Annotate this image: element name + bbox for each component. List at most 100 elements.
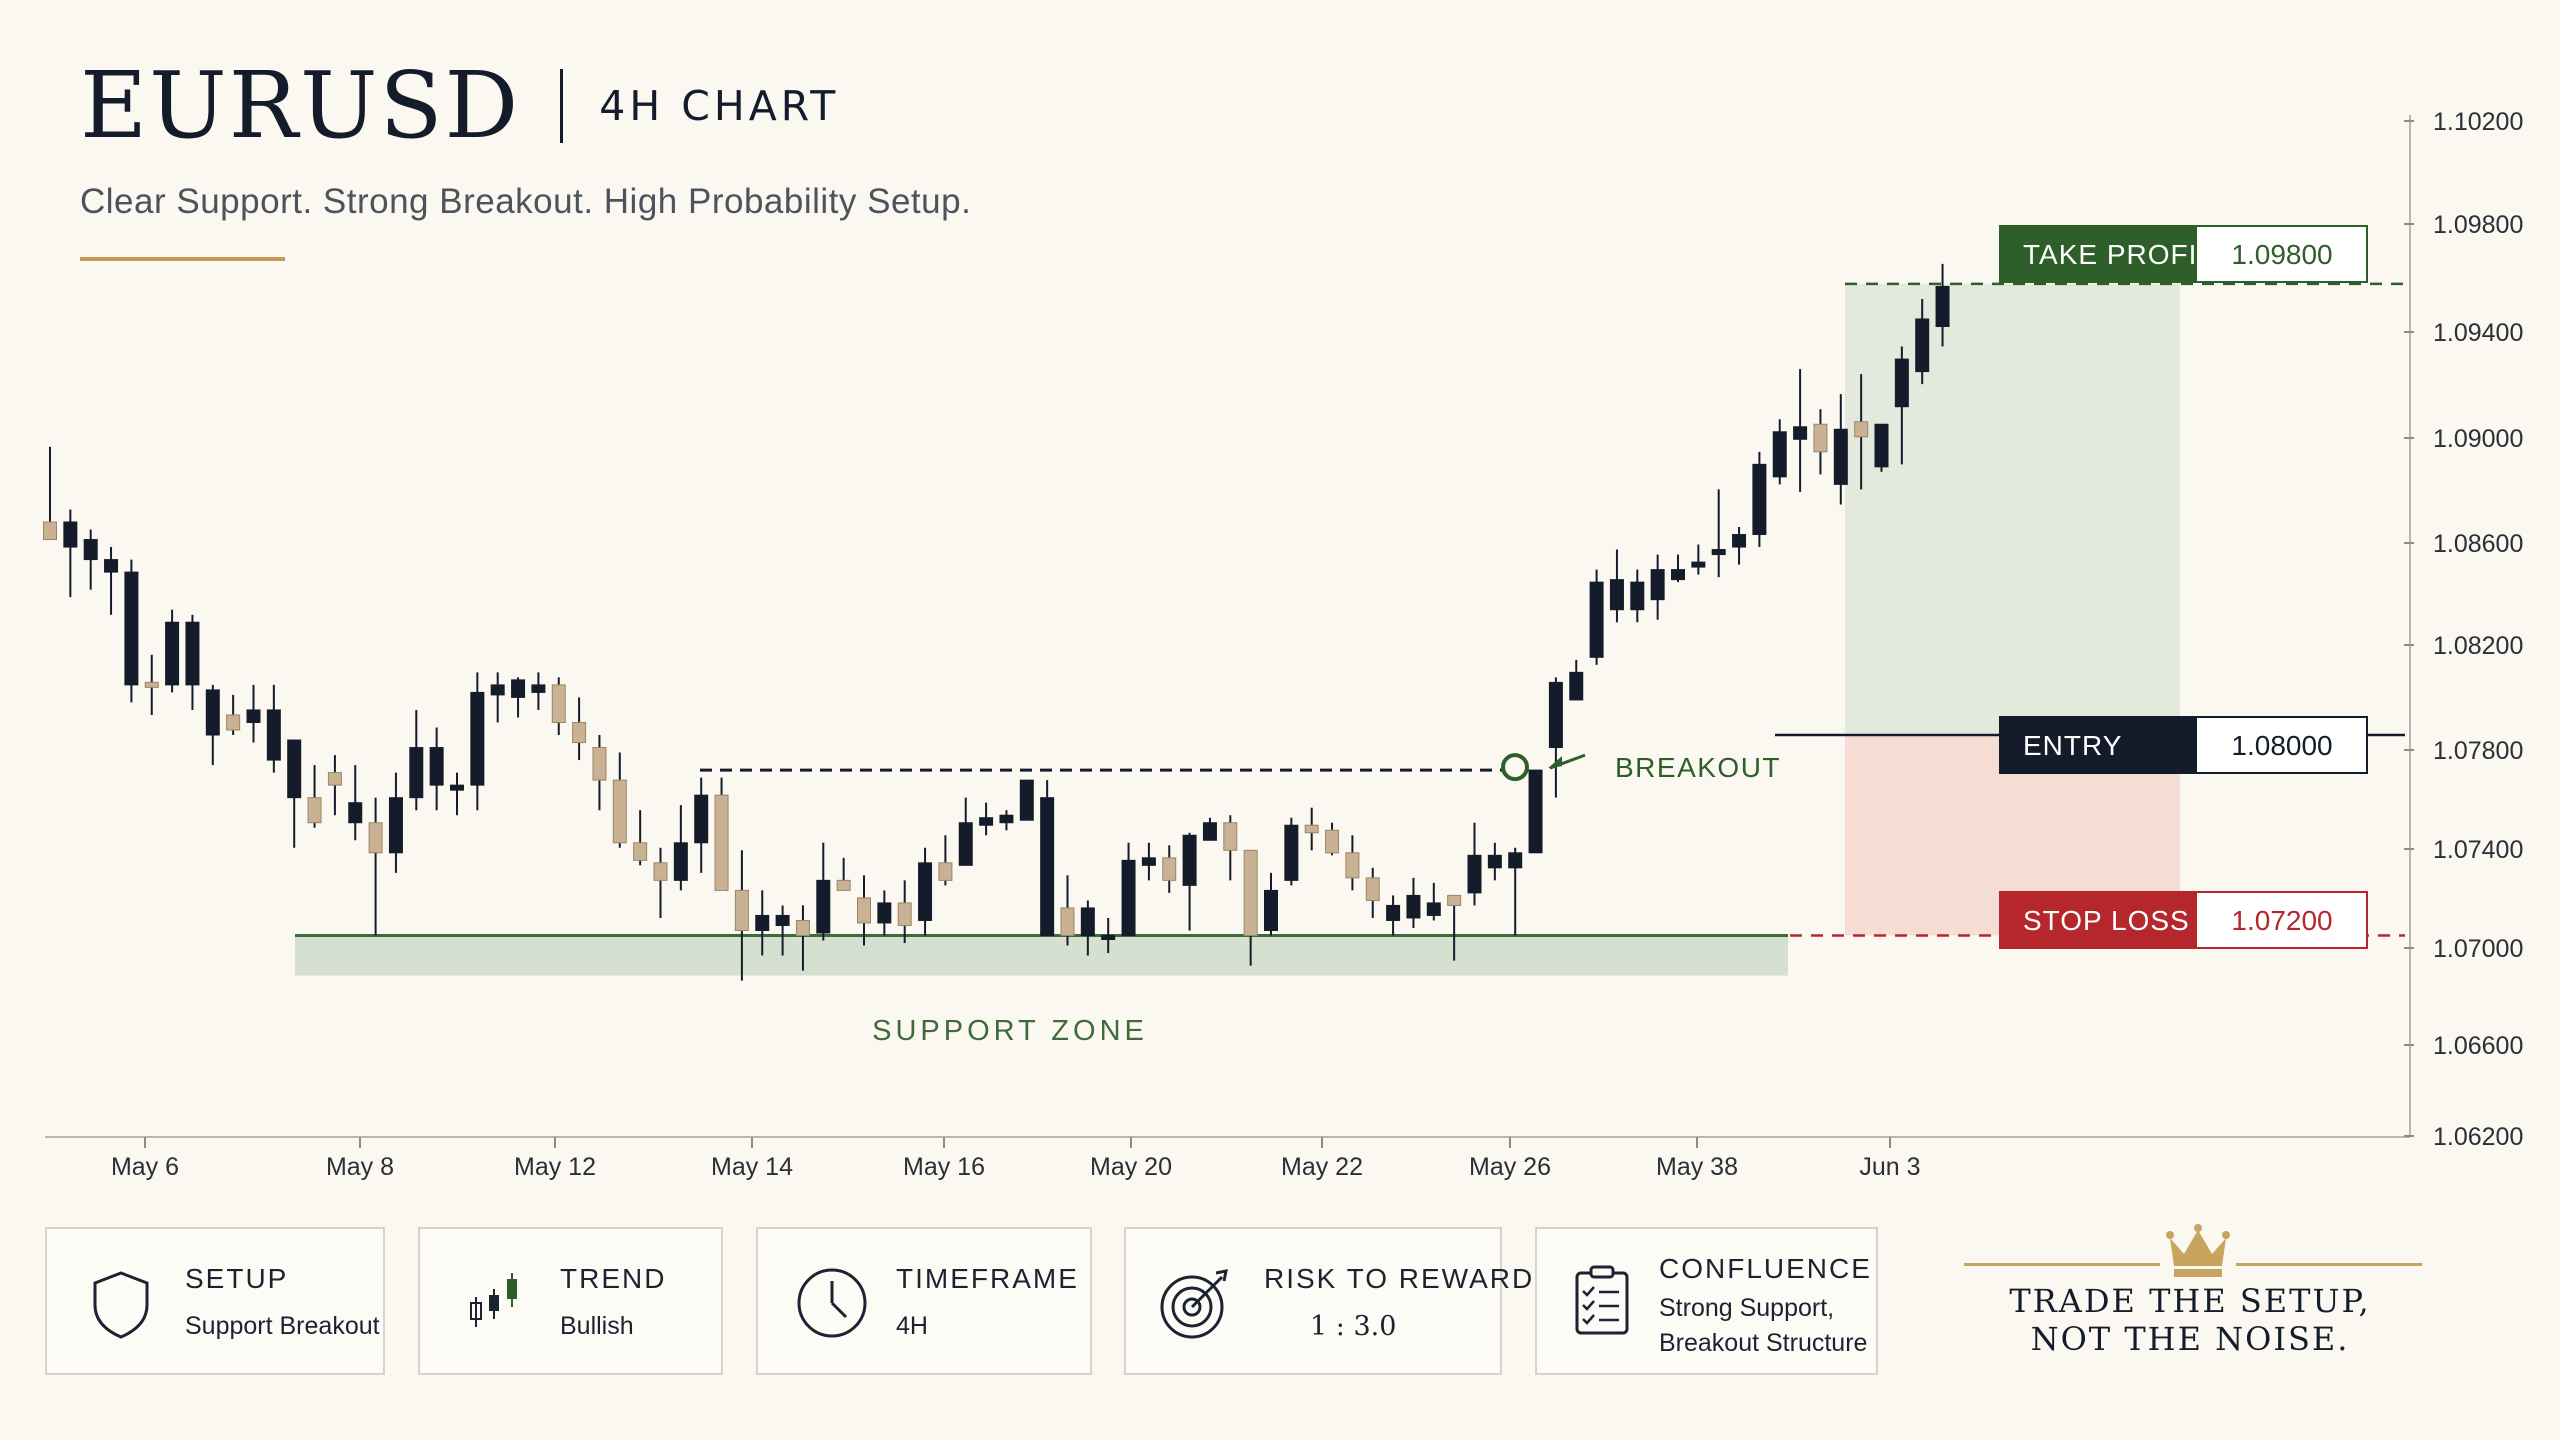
candle [1284,817,1299,886]
candle [1019,779,1034,821]
trend-label: TREND [560,1263,667,1294]
x-tick-label: May 38 [1656,1153,1738,1181]
confluence-value-line1: Strong Support, [1659,1294,1835,1322]
candle-body [1101,935,1116,941]
timeframe-card: TIMEFRAME 4H [756,1227,1092,1375]
x-tick-label: May 8 [326,1153,394,1181]
x-tick-label: May 12 [514,1153,596,1181]
candle [1467,822,1482,906]
chart-header: EURUSD 4H CHART [80,60,839,152]
candle [368,797,383,936]
candle [673,805,688,891]
candle [348,765,363,841]
candle [897,880,912,944]
candle-body [714,794,729,891]
take-profit-tag-label-bg [2000,226,2197,282]
candle-body [1365,877,1380,901]
candle [226,694,241,736]
checklist-icon [1575,1265,1629,1335]
entry-tag-value: 1.08000 [2231,730,2332,761]
candle-body [1345,852,1360,879]
candle-body [999,814,1014,824]
y-tick-label: 1.09400 [2433,319,2523,347]
candle-body [1833,428,1848,485]
candle-body [1935,285,1950,328]
candle [836,857,851,891]
candle [104,547,119,615]
candle [1202,817,1217,841]
x-tick-label: Jun 3 [1859,1153,1920,1181]
candle [1935,263,1950,347]
candle [1162,845,1177,893]
candle [1141,842,1156,881]
axes-group: 1.10200 1.09800 1.09400 1.09000 1.08600 1.082… [45,108,2523,1181]
candle [999,810,1014,831]
candle [653,847,668,918]
candle-body [205,689,220,736]
candle-body [1426,902,1441,916]
title-divider [560,69,564,143]
candle [1406,877,1421,928]
candle [755,890,770,956]
candle-body [144,681,159,688]
candle-body [429,747,444,786]
candle-body [1182,834,1197,886]
candle [1854,374,1869,490]
candle-body [124,571,139,686]
candle [1487,842,1502,881]
candle-body [958,822,973,866]
motto-line1: TRADE THE SETUP, [2009,1282,2371,1320]
candle [938,835,953,886]
y-tick-label: 1.07800 [2433,737,2523,765]
candle-body [1711,549,1726,556]
support-zone-label: SUPPORT ZONE [872,1015,1148,1047]
candle [857,875,871,946]
candle [1345,835,1360,891]
risk-reward-value: 1 : 3.0 [1310,1311,1397,1342]
candle [205,684,220,766]
candle [124,559,139,703]
candle [795,905,810,971]
candle-body [1569,671,1584,701]
reward-area [1845,283,2180,736]
candle [1528,769,1543,854]
stop-loss-tag-label: STOP LOSS [2023,905,2190,936]
candle-body [531,684,546,693]
candle [877,890,892,936]
candle-body [1202,822,1217,841]
candle [144,654,159,715]
candle [551,677,566,736]
candle-body [450,784,464,791]
candle [714,777,729,891]
support-zone [295,935,1788,976]
shield-icon [93,1271,149,1339]
candle-body [104,559,119,573]
candle [1630,569,1645,623]
candle-body [836,879,851,891]
candle-body [1772,431,1787,478]
candle-body [1732,534,1747,548]
y-tick-label: 1.06600 [2433,1032,2523,1060]
support-zone-group: SUPPORT ZONE [295,934,1788,1047]
y-tick-label: 1.07400 [2433,836,2523,864]
candle-body [1813,423,1828,453]
candle [1833,394,1848,505]
candle-body [592,747,607,781]
candle [511,677,526,718]
candle-body [1284,824,1299,881]
timeframe-label: TIMEFRAME [896,1263,1079,1294]
stop-loss-tag-value: 1.07200 [2231,905,2332,936]
y-tick-label: 1.09800 [2433,211,2523,239]
candle [572,697,587,761]
breakout-arrow-head [1548,756,1562,769]
y-tick-label: 1.10200 [2433,108,2523,136]
candle-body [348,802,363,824]
candle-body [1508,852,1523,869]
candle [775,905,790,956]
candle [1223,815,1238,881]
setup-value: Support Breakout [185,1312,380,1340]
candle [1732,527,1747,565]
y-tick-label: 1.09000 [2433,425,2523,453]
candle-body [1060,907,1075,937]
